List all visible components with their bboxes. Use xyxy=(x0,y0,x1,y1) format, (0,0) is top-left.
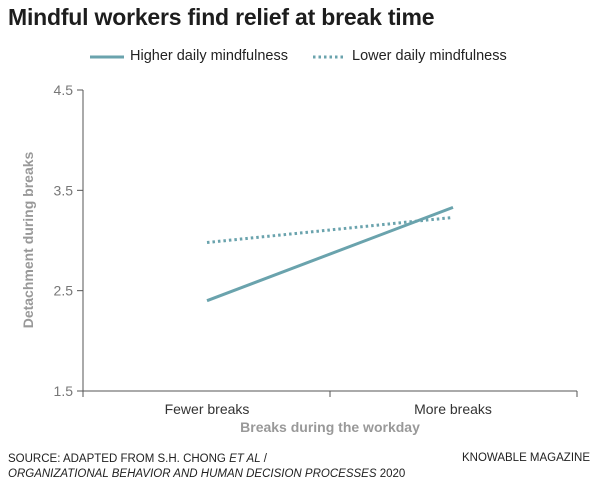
y-ticks: 1.5 2.5 3.5 4.5 xyxy=(54,82,83,399)
x-tick-label: Fewer breaks xyxy=(165,401,250,417)
credit: KNOWABLE MAGAZINE xyxy=(461,452,590,464)
legend-label-higher: Higher daily mindfulness xyxy=(130,48,288,64)
source-etal: ET AL xyxy=(229,453,261,465)
series-lines xyxy=(206,205,454,303)
source-note: SOURCE: ADAPTED FROM S.H. CHONG ET AL / … xyxy=(8,452,405,482)
legend-label-lower: Lower daily mindfulness xyxy=(352,48,507,64)
source-journal: ORGANIZATIONAL BEHAVIOR AND HUMAN DECISI… xyxy=(8,468,377,480)
legend-swatch-dotted xyxy=(313,55,346,59)
y-tick-label: 3.5 xyxy=(54,182,74,198)
source-year: 2020 xyxy=(376,468,406,480)
x-ticks: Fewer breaks More breaks xyxy=(82,391,578,417)
series-line-lower xyxy=(206,215,454,244)
y-axis-label: Detachment during breaks xyxy=(20,151,36,328)
x-tick-label: More breaks xyxy=(414,401,492,417)
y-tick-label: 1.5 xyxy=(54,383,74,399)
source-slash: / xyxy=(260,453,267,465)
chart-title: Mindful workers find relief at break tim… xyxy=(8,4,435,30)
y-tick-label: 4.5 xyxy=(54,82,74,98)
source-prefix: SOURCE: ADAPTED FROM S.H. CHONG xyxy=(8,453,230,465)
legend-swatch-solid xyxy=(90,55,124,59)
x-axis-label: Breaks during the workday xyxy=(240,419,420,435)
y-tick-label: 2.5 xyxy=(54,283,74,299)
